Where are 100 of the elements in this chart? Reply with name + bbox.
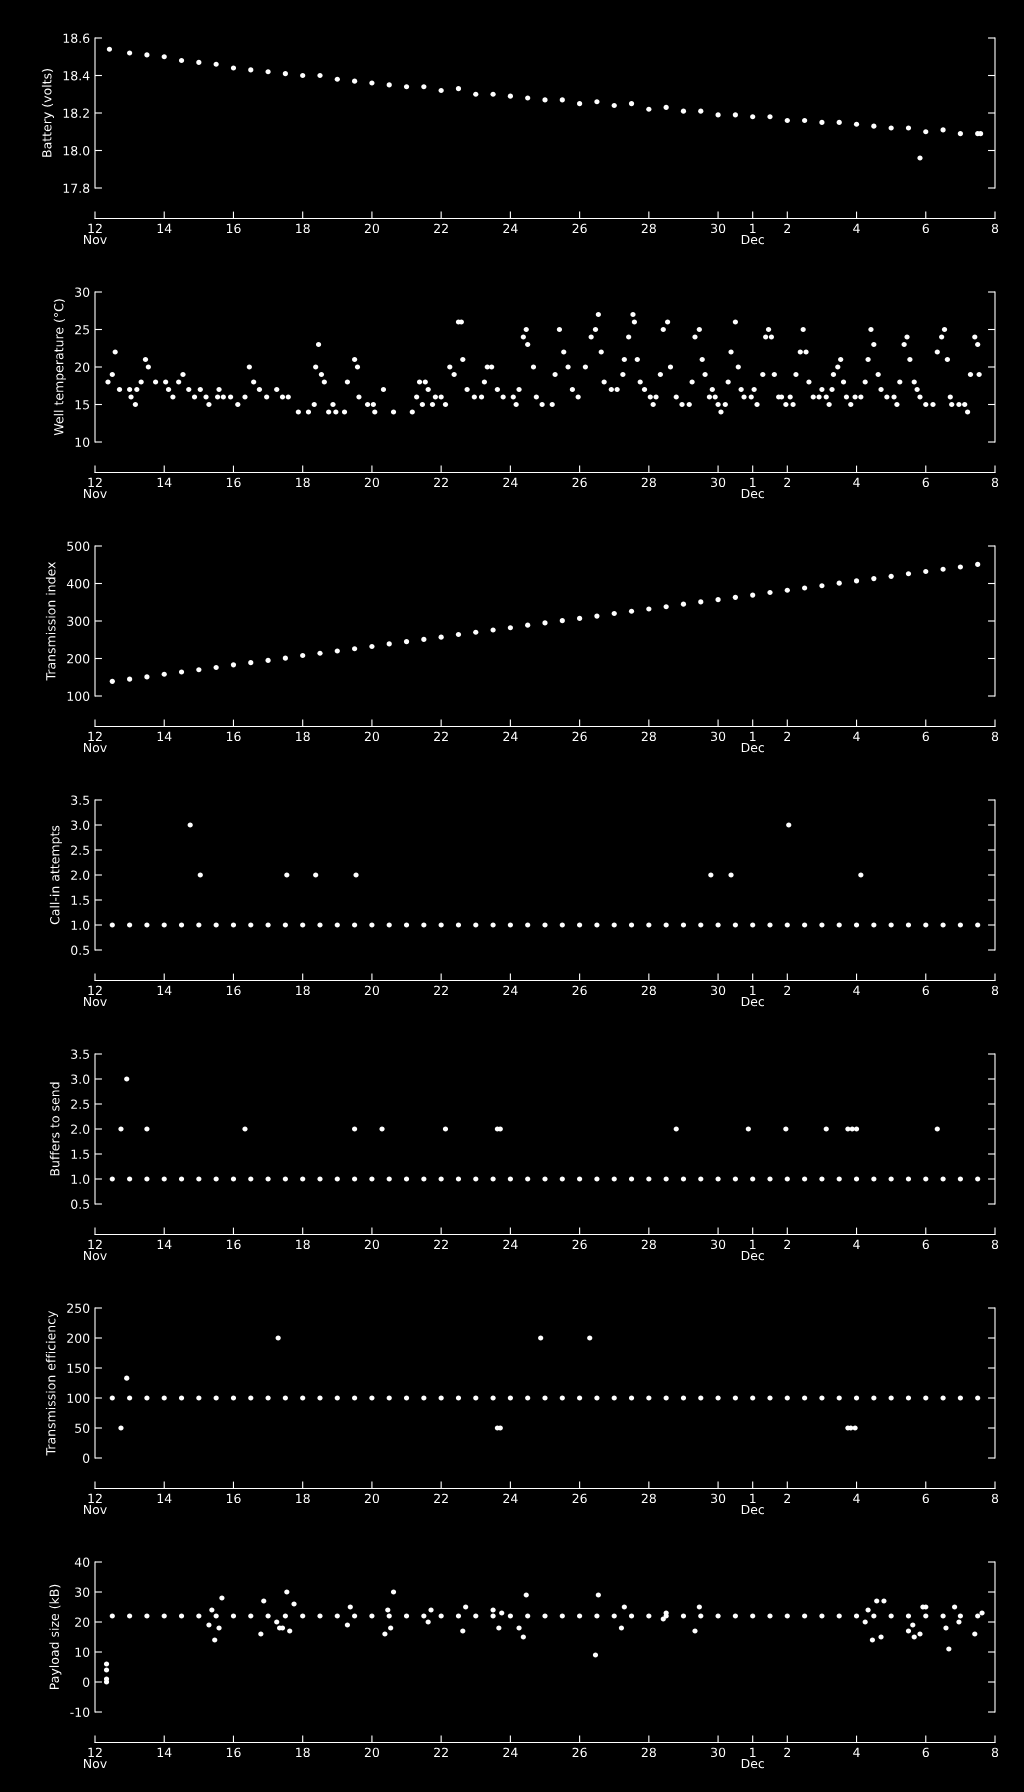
point [282, 922, 288, 928]
y-tick-label: 0 [83, 1677, 90, 1687]
y-tick-label: 30 [75, 287, 90, 297]
x-tick-label: 20 [364, 1747, 380, 1758]
x-tick-label: 20 [364, 731, 380, 742]
point [628, 608, 635, 614]
point [161, 671, 167, 677]
point [836, 922, 842, 928]
x-tick-label: 2 [784, 1493, 791, 1503]
x-tick-label: 28 [641, 985, 656, 996]
point [819, 119, 825, 125]
point [577, 101, 583, 107]
point [265, 69, 271, 75]
point [923, 922, 929, 928]
point [352, 646, 358, 652]
point [957, 564, 963, 570]
point [594, 922, 600, 928]
point [577, 922, 583, 928]
point [559, 618, 565, 624]
point [386, 82, 392, 88]
point [265, 922, 271, 928]
point [542, 620, 548, 626]
y-tick-label: 20 [75, 362, 90, 372]
point [473, 629, 479, 635]
x-tick-label: 20 [364, 477, 380, 488]
y-tick-label: 200 [67, 1333, 90, 1343]
x-tick-label: 8 [991, 731, 999, 742]
point [178, 669, 185, 675]
y-tick-label: 1.0 [71, 1174, 90, 1184]
point [507, 625, 513, 631]
point [957, 922, 963, 928]
point [507, 922, 513, 928]
point [611, 610, 617, 617]
y-tick-label: 100 [67, 691, 90, 701]
x-tick-label: 30 [711, 1239, 726, 1250]
x-tick-label: 1 Dec [741, 985, 765, 1007]
y-tick-label: 2.0 [71, 870, 90, 880]
x-tick-label: 28 [641, 223, 656, 234]
y-axis-title: Transmission efficiency [45, 1310, 58, 1456]
point [888, 125, 894, 131]
point [403, 922, 410, 928]
y-tick-label: 0.5 [71, 1199, 90, 1209]
point [628, 101, 635, 107]
x-tick-label: 24 [503, 477, 518, 487]
point [144, 52, 150, 58]
x-tick-label: 6 [922, 223, 929, 234]
point [525, 622, 531, 628]
point [317, 922, 323, 928]
point [386, 641, 392, 647]
x-tick-label: 12 Nov [84, 985, 107, 1007]
point [732, 922, 738, 928]
point [784, 587, 790, 593]
point [698, 599, 704, 605]
x-tick-label: 4 [853, 985, 860, 995]
y-tick-label: 2.5 [71, 845, 90, 855]
x-tick-label: 2 [784, 985, 791, 995]
point [923, 568, 929, 575]
point [109, 678, 115, 684]
x-tick-label: 24 [503, 985, 518, 995]
x-tick-label: 2 [784, 731, 791, 741]
point [213, 922, 219, 928]
point [403, 84, 410, 90]
point [940, 922, 946, 928]
x-tick-label: 18 [296, 731, 310, 742]
x-tick-label: 14 [157, 1747, 172, 1757]
y-tick-label: 18.2 [63, 108, 89, 118]
point [300, 72, 306, 79]
point [750, 592, 756, 598]
x-tick-label: 18 [296, 1493, 310, 1504]
point [421, 84, 427, 90]
x-tick-label: 14 [157, 1239, 172, 1249]
point [750, 922, 756, 928]
x-tick-label: 16 [226, 1239, 241, 1250]
x-tick-label: 24 [503, 1239, 518, 1249]
point [732, 594, 738, 600]
x-tick-label: 14 [157, 477, 172, 487]
y-axis-title: Call-in attempts [49, 825, 62, 925]
point [248, 922, 254, 928]
x-tick-label: 14 [157, 731, 172, 741]
y-tick-label: 18.4 [63, 70, 90, 81]
x-tick-label: 2 [784, 223, 791, 233]
point [213, 664, 219, 671]
point [230, 662, 237, 668]
point [819, 922, 825, 928]
x-tick-label: 24 [503, 1493, 518, 1503]
point [455, 86, 462, 92]
x-tick-label: 22 [434, 477, 448, 487]
x-tick-label: 28 [641, 1747, 656, 1758]
x-tick-label: 6 [922, 1239, 929, 1250]
x-tick-label: 6 [922, 1747, 929, 1758]
x-tick-label: 12 Nov [84, 477, 107, 499]
point [611, 922, 617, 928]
point [594, 99, 600, 105]
x-tick-label: 18 [296, 1239, 310, 1250]
point [732, 112, 738, 118]
x-tick-label: 22 [434, 1747, 448, 1757]
point [196, 59, 202, 65]
point [871, 123, 877, 129]
x-tick-label: 12 Nov [84, 1747, 107, 1769]
point [127, 676, 133, 682]
